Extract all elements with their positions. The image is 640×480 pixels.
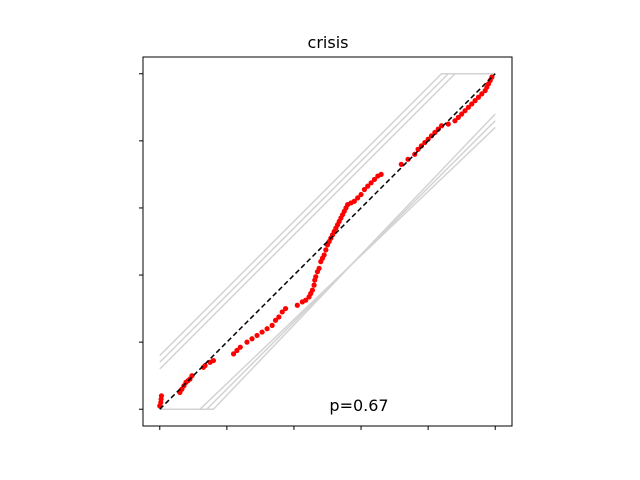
data-point-72	[422, 139, 428, 146]
data-point-87	[479, 91, 485, 97]
data-point-77	[438, 123, 445, 129]
data-point-29	[294, 302, 300, 308]
data-point-84	[469, 101, 475, 107]
data-point-86	[475, 94, 482, 100]
data-point-26	[276, 314, 282, 320]
data-point-81	[459, 111, 465, 117]
data-point-82	[462, 108, 468, 114]
data-point-4	[158, 393, 165, 399]
data-point-21	[254, 332, 260, 339]
data-point-60	[358, 191, 364, 198]
data-point-78	[445, 121, 451, 127]
envelope-band-6	[159, 126, 496, 410]
data-point-58	[351, 198, 357, 204]
envelope-band-4	[159, 113, 496, 410]
data-point-75	[432, 129, 438, 136]
axes-frame	[142, 56, 513, 427]
data-point-39	[316, 265, 322, 271]
data-point-61	[361, 186, 367, 193]
data-point-11	[189, 373, 195, 379]
data-point-67	[398, 161, 404, 167]
data-point-42	[321, 252, 327, 258]
data-point-62	[365, 183, 371, 189]
data-point-23	[264, 326, 270, 332]
chart-title: crisis	[308, 33, 349, 52]
data-point-70	[415, 146, 421, 152]
data-point-37	[313, 274, 319, 280]
data-point-66	[378, 171, 384, 178]
data-point-83	[465, 104, 471, 110]
data-point-17	[234, 347, 240, 354]
data-point-85	[472, 98, 478, 104]
data-point-16	[230, 351, 237, 357]
data-point-13	[202, 363, 208, 369]
data-point-18	[237, 344, 243, 350]
envelope-band-5	[159, 120, 496, 410]
data-point-31	[303, 297, 309, 303]
envelope-band-1	[159, 73, 496, 357]
data-point-80	[455, 114, 461, 120]
reference-diagonal	[159, 73, 496, 410]
x-axis-ticks	[159, 426, 496, 430]
data-point-35	[311, 282, 317, 288]
data-point-20	[249, 336, 255, 342]
data-point-28	[282, 305, 289, 312]
data-point-25	[272, 317, 279, 323]
data-point-24	[269, 322, 275, 328]
data-point-15	[210, 357, 217, 364]
data-point-27	[279, 309, 285, 315]
envelope-band-3	[159, 73, 496, 370]
data-point-22	[259, 329, 265, 335]
data-point-34	[309, 287, 316, 293]
envelope-bands	[159, 73, 496, 410]
data-point-59	[355, 195, 361, 201]
data-point-64	[371, 176, 378, 183]
diagonal-line	[159, 73, 496, 410]
data-point-19	[244, 339, 250, 345]
data-point-79	[452, 118, 458, 124]
data-point-43	[323, 247, 329, 253]
y-axis-ticks	[139, 73, 143, 410]
p-value-annotation: p=0.67	[329, 396, 388, 415]
data-point-63	[368, 180, 374, 186]
